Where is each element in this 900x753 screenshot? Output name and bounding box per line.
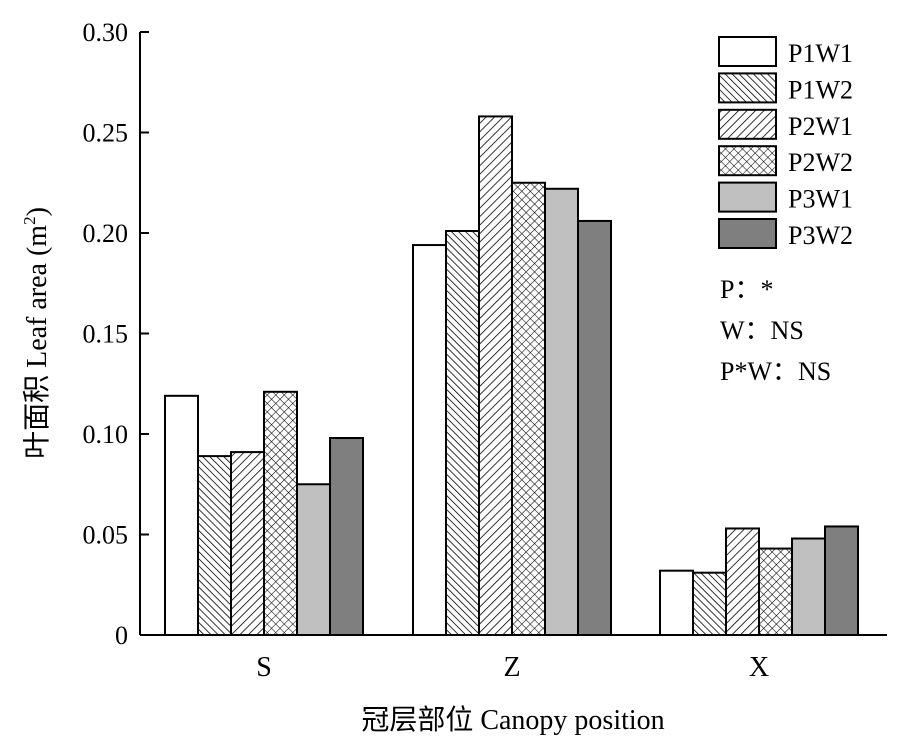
bar-p2w2-x	[758, 547, 793, 637]
legend-swatch-p1w1	[718, 36, 777, 67]
y-tick-label: 0.10	[83, 420, 129, 449]
bar-p1w2-s	[197, 455, 232, 636]
bars	[164, 115, 859, 637]
legend: P1W1 P1W2 P2W1 P2W2 P3W1 P3W2	[718, 36, 853, 250]
annotation-w: W：NS	[720, 316, 804, 345]
y-axis-title-close: )	[22, 207, 53, 216]
bar-p2w2-z	[511, 181, 546, 636]
y-tick-label: 0.25	[83, 119, 129, 148]
bar-p1w1-z	[412, 244, 447, 636]
bar-p2w2-s	[263, 390, 298, 637]
bar-p1w1-x	[659, 569, 694, 636]
bar-p3w1-x	[791, 537, 826, 637]
annotation-p: P：*	[720, 275, 773, 304]
legend-swatch-p1w2	[718, 72, 777, 104]
legend-swatch-p3w2	[718, 218, 777, 249]
x-tick-label: X	[749, 652, 769, 683]
y-ticks: 0 0.05 0.10 0.15 0.20 0.25 0.30	[83, 18, 149, 650]
legend-label: P1W2	[788, 75, 853, 104]
bar-p2w1-z	[478, 115, 513, 637]
x-axis-title: 冠层部位 Canopy position	[361, 704, 664, 736]
x-tick-label: Z	[503, 652, 520, 683]
annotation-pw: P*W：NS	[720, 357, 831, 386]
bar-p3w2-z	[577, 219, 612, 636]
stats-annotations: P：* W：NS P*W：NS	[720, 275, 831, 386]
bar-p1w2-z	[445, 229, 480, 637]
y-axis-title-main: 叶面积 Leaf area (m	[22, 225, 53, 459]
legend-label: P3W1	[788, 185, 853, 214]
y-tick-label: 0	[115, 621, 128, 650]
legend-swatch-p2w1	[718, 108, 777, 140]
y-tick-label: 0.20	[83, 219, 129, 248]
y-tick-label: 0.05	[83, 521, 129, 550]
legend-swatch-p2w2	[718, 145, 777, 177]
bar-p1w1-s	[164, 394, 199, 636]
y-tick-label: 0.15	[83, 320, 129, 349]
legend-label: P1W1	[788, 39, 853, 68]
bar-p3w2-s	[329, 437, 364, 636]
bar-p2w1-x	[725, 527, 760, 636]
legend-label: P3W2	[788, 221, 853, 250]
y-axis-title: 叶面积 Leaf area (m2)	[20, 207, 53, 459]
bar-p2w1-s	[230, 451, 265, 636]
bar-p1w2-x	[692, 571, 727, 637]
legend-swatch-p3w1	[718, 181, 777, 213]
legend-label: P2W2	[788, 148, 853, 177]
bar-p3w1-z	[544, 187, 579, 636]
legend-label: P2W1	[788, 112, 853, 141]
y-tick-label: 0.30	[83, 18, 129, 47]
x-tick-label: S	[256, 652, 272, 683]
y-axis-title-superscript: 2	[20, 216, 39, 225]
bar-p3w2-x	[824, 525, 859, 637]
bar-p3w1-s	[296, 483, 331, 636]
